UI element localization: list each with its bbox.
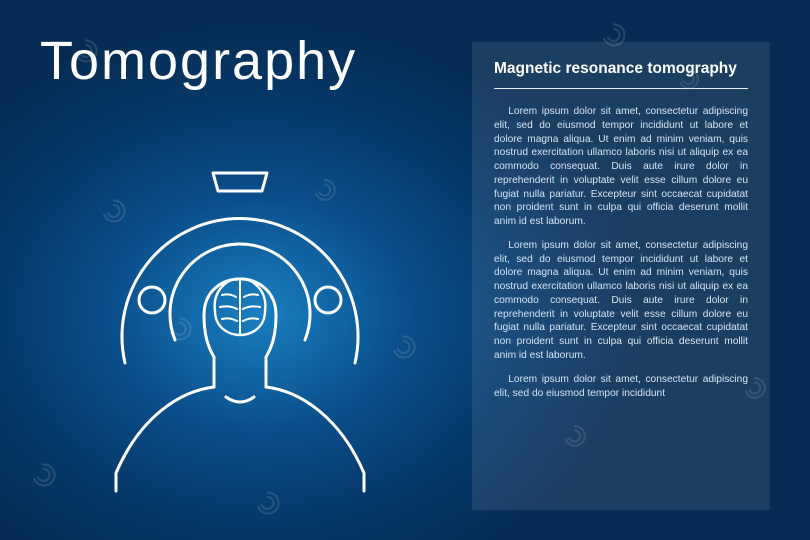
- panel-title: Magnetic resonance tomography: [494, 60, 748, 78]
- watermark-icon: [28, 460, 58, 490]
- panel-paragraph: Lorem ipsum dolor sit amet, consectetur …: [494, 239, 748, 363]
- infographic-canvas: Tomography: [0, 0, 810, 540]
- panel-paragraph: Lorem ipsum dolor sit amet, consectetur …: [494, 373, 748, 401]
- mri-illustration: [80, 135, 400, 495]
- info-panel: Magnetic resonance tomography Lorem ipsu…: [472, 42, 770, 510]
- main-title: Tomography: [40, 30, 357, 92]
- mri-scanner-icon: [80, 135, 400, 495]
- panel-divider: [494, 88, 748, 89]
- panel-paragraph: Lorem ipsum dolor sit amet, consectetur …: [494, 105, 748, 229]
- panel-body: Lorem ipsum dolor sit amet, consectetur …: [494, 105, 748, 400]
